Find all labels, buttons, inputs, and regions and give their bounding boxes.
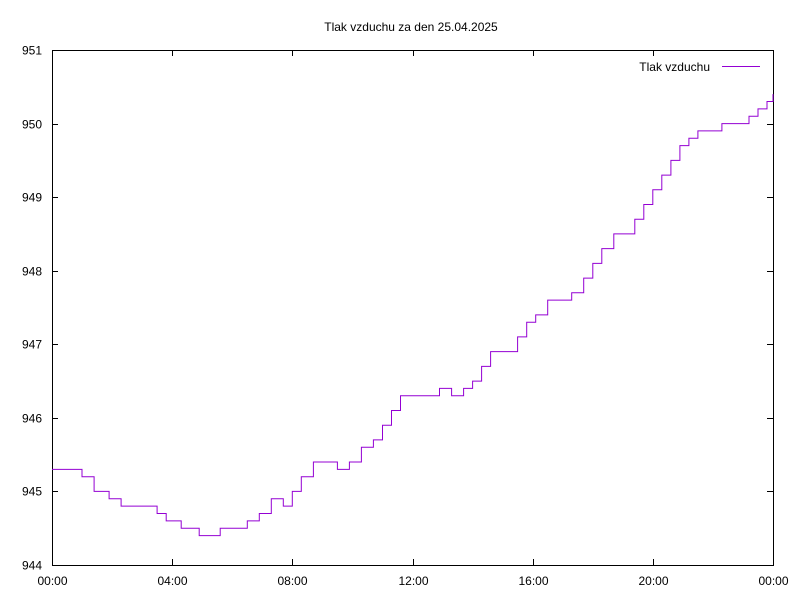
y-tick-label: 950 (22, 118, 42, 132)
series-line (52, 94, 774, 537)
x-tick-label: 00:00 (37, 574, 67, 588)
y-tick-label: 945 (22, 485, 42, 499)
x-tick-label: 04:00 (157, 574, 187, 588)
y-tick-label: 946 (22, 412, 42, 426)
x-tick-label: 00:00 (758, 574, 788, 588)
chart-title: Tlak vzduchu za den 25.04.2025 (324, 20, 498, 34)
y-tick-label: 944 (22, 559, 42, 573)
legend-label: Tlak vzduchu (639, 60, 710, 74)
y-tick-label: 949 (22, 191, 42, 205)
legend: Tlak vzduchu (639, 60, 760, 74)
x-tick-label: 16:00 (518, 574, 548, 588)
y-tick-label: 947 (22, 338, 42, 352)
plot-frame (52, 50, 774, 566)
x-tick-label: 20:00 (638, 574, 668, 588)
y-tick-label: 948 (22, 265, 42, 279)
x-tick-label: 08:00 (277, 574, 307, 588)
x-tick-label: 12:00 (398, 574, 428, 588)
axis-ticks: 944 945 946 947 948 949 950 951 00:00 04:00 08:00 1… (22, 44, 789, 589)
y-tick-label: 951 (22, 44, 42, 58)
